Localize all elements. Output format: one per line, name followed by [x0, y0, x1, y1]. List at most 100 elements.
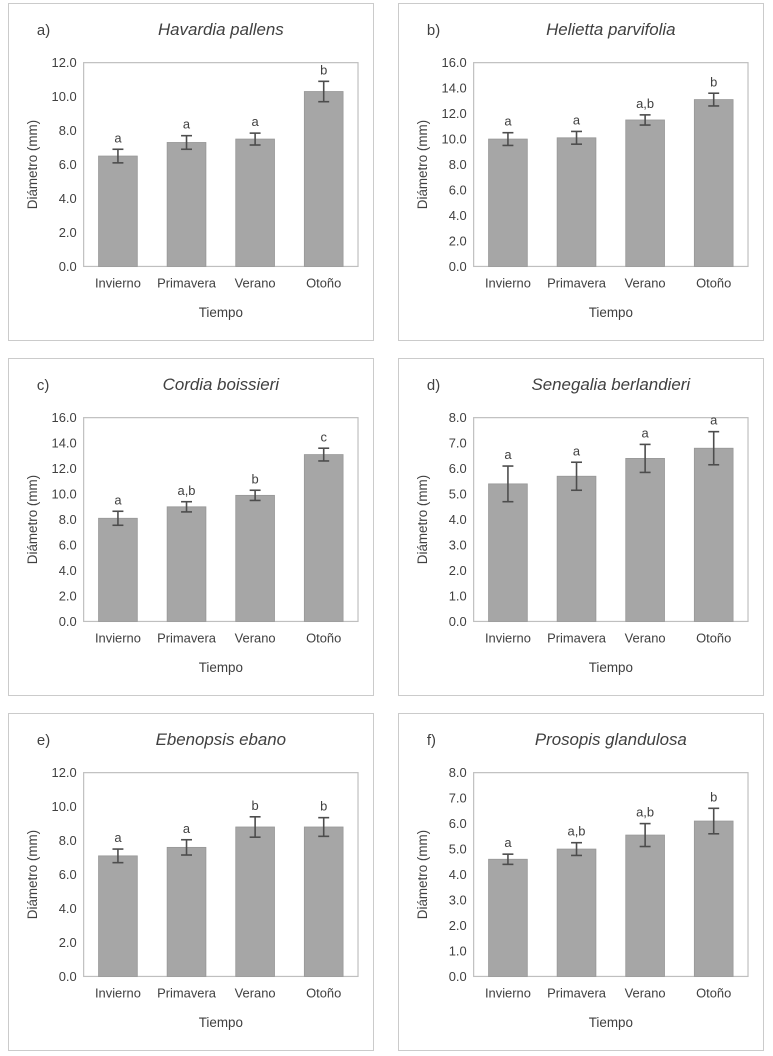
panel-letter: f) [427, 733, 436, 749]
bar-primavera [166, 142, 207, 267]
y-tick-label: 14.0 [52, 436, 77, 451]
x-axis-title: Tiempo [199, 1015, 243, 1030]
y-tick-label: 5.0 [449, 487, 467, 502]
x-category-label: Verano [625, 630, 666, 645]
y-tick-label: 0.0 [449, 614, 467, 629]
plot-area-border [83, 62, 359, 268]
bar-primavera [166, 846, 207, 977]
significance-letter: a [114, 130, 122, 145]
x-category-label: Primavera [547, 275, 607, 290]
y-axis-title: Diámetro (mm) [25, 830, 40, 919]
y-tick-label: 4.0 [59, 901, 77, 916]
bar-verano [235, 826, 275, 977]
y-tick-label: 0.0 [449, 259, 467, 274]
significance-letter: b [252, 471, 259, 486]
significance-letter: b [710, 789, 717, 804]
y-tick-label: 16.0 [52, 410, 77, 425]
y-tick-label: 8.0 [59, 123, 77, 138]
y-tick-label: 10.0 [52, 799, 77, 814]
error-bar-otoño [318, 816, 330, 838]
significance-letter: a,b [178, 483, 196, 498]
y-tick-label: 8.0 [449, 765, 467, 780]
y-axis-title: Diámetro (mm) [415, 830, 430, 919]
y-tick-label: 1.0 [449, 588, 467, 603]
significance-letter: a,b [636, 96, 654, 111]
y-tick-label: 8.0 [59, 512, 77, 527]
y-tick-label: 2.0 [449, 918, 467, 933]
significance-letter: a [573, 112, 581, 127]
bar-primavera [556, 848, 597, 977]
error-bar-otoño [708, 430, 720, 466]
significance-letter: a [504, 447, 512, 462]
y-tick-label: 6.0 [59, 157, 77, 172]
x-category-label: Invierno [485, 985, 531, 1000]
x-axis-title: Tiempo [589, 1015, 633, 1030]
y-tick-label: 2.0 [449, 563, 467, 578]
panel-letter: a) [37, 23, 50, 39]
x-category-label: Primavera [157, 275, 217, 290]
significance-letter: a [504, 114, 512, 129]
significance-letter: b [320, 62, 327, 77]
chart-title: Havardia pallens [158, 20, 284, 39]
bar-verano [235, 494, 275, 622]
bar-verano [625, 458, 665, 622]
chart-svg-b: b) Helietta parvifolia 0.0 2.0 4.0 6.0 8.0 10.0… [415, 20, 749, 320]
y-tick-label: 3.0 [449, 537, 467, 552]
error-bar-otoño [708, 807, 720, 835]
bar-primavera [556, 475, 597, 622]
error-bar-invierno [502, 131, 514, 147]
x-category-label: Primavera [157, 630, 217, 645]
error-bar-verano [249, 132, 261, 146]
y-tick-label: 4.0 [449, 867, 467, 882]
x-category-label: Otoño [696, 630, 731, 645]
significance-letter: a [642, 425, 650, 440]
error-bar-primavera [181, 134, 192, 151]
y-tick-label: 4.0 [449, 512, 467, 527]
chart-panel-e: e) Ebenopsis ebano 0.0 2.0 4.0 6.0 8.0 10.0 12.0… [8, 713, 374, 1051]
y-tick-label: 12.0 [442, 106, 467, 121]
plot-area-border [83, 772, 359, 978]
y-tick-label: 6.0 [59, 537, 77, 552]
chart-title: Helietta parvifolia [546, 20, 675, 39]
chart-panel-c: c) Cordia boissieri 0.0 2.0 4.0 6.0 8.0 10.0 12.… [8, 358, 374, 696]
chart-title: Cordia boissieri [163, 375, 281, 394]
panel-letter: e) [37, 733, 50, 749]
y-tick-label: 6.0 [59, 867, 77, 882]
y-tick-label: 12.0 [52, 765, 77, 780]
bar-otoño [303, 826, 344, 977]
bar-otoño [303, 454, 344, 622]
y-tick-label: 10.0 [52, 89, 77, 104]
x-category-label: Verano [235, 630, 276, 645]
error-bar-otoño [318, 447, 330, 462]
y-tick-label: 1.0 [449, 943, 467, 958]
chart-title: Prosopis glandulosa [535, 730, 687, 749]
y-axis-title: Diámetro (mm) [25, 475, 40, 564]
x-category-label: Primavera [157, 985, 217, 1000]
error-bar-verano [249, 489, 261, 502]
panel-letter: b) [427, 23, 440, 39]
x-category-label: Primavera [547, 630, 607, 645]
y-tick-label: 6.0 [449, 182, 467, 197]
x-category-label: Invierno [95, 985, 141, 1000]
y-tick-label: 7.0 [449, 791, 467, 806]
significance-letter: a [504, 835, 512, 850]
x-category-label: Otoño [696, 985, 731, 1000]
y-tick-label: 6.0 [449, 816, 467, 831]
chart-title: Ebenopsis ebano [156, 730, 286, 749]
bar-invierno [98, 517, 138, 622]
y-tick-label: 4.0 [59, 191, 77, 206]
chart-panel-f: f) Prosopis glandulosa 0.0 1.0 2.0 3.0 4.0 5.0 6… [398, 713, 764, 1051]
error-bar-invierno [112, 848, 124, 864]
y-tick-label: 12.0 [52, 461, 77, 476]
x-category-label: Otoño [696, 275, 731, 290]
x-category-label: Verano [235, 275, 276, 290]
bar-verano [625, 119, 665, 267]
error-bar-primavera [571, 841, 582, 857]
significance-letter: a [183, 117, 191, 132]
plot-area-border [473, 772, 749, 978]
x-category-label: Verano [235, 985, 276, 1000]
x-category-label: Verano [625, 275, 666, 290]
y-tick-label: 2.0 [449, 233, 467, 248]
y-tick-label: 7.0 [449, 436, 467, 451]
